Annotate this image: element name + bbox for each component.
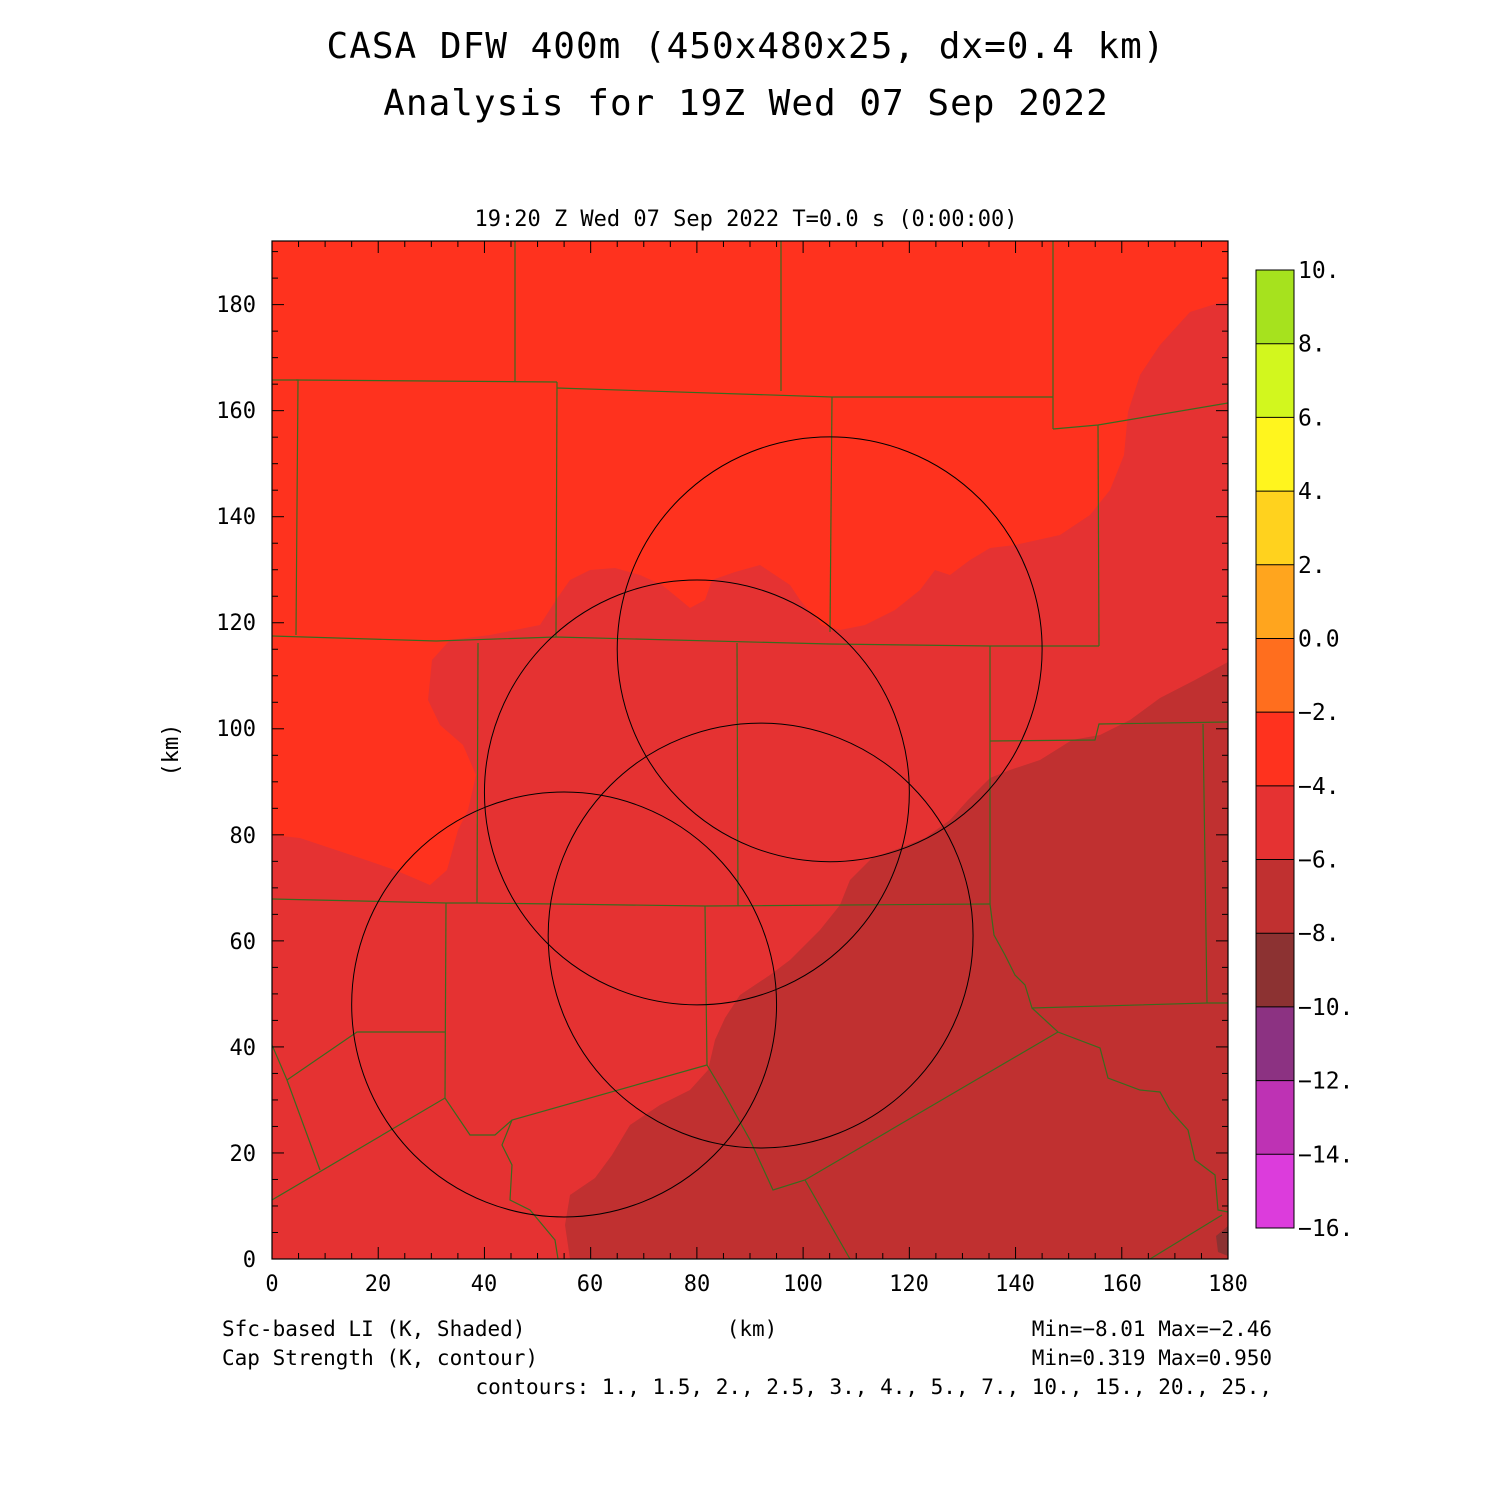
colorbar: 10. 8. 6. 4. 2. 0.0 −2. −4. −6. −8. −10. −12. −14. −1… xyxy=(1255,258,1353,1242)
colorbar-swatch xyxy=(1256,933,1294,1008)
axis-ticks xyxy=(271,241,1229,1260)
colorbar-swatch xyxy=(1256,859,1294,934)
valid-time-subtitle: 19:20 Z Wed 07 Sep 2022 T=0.0 s (0:00:00… xyxy=(474,207,1017,232)
county-boundaries xyxy=(272,241,1228,1259)
colorbar-label: −12. xyxy=(1298,1069,1353,1095)
colorbar-label: 8. xyxy=(1298,332,1326,358)
x-tick-label: 0 xyxy=(265,1272,278,1297)
x-tick-label: 140 xyxy=(995,1272,1035,1297)
plot-area xyxy=(271,240,1229,1260)
colorbar-label: −10. xyxy=(1298,995,1353,1021)
colorbar-swatch xyxy=(1256,638,1294,713)
colorbar-label: 6. xyxy=(1298,405,1326,431)
colorbar-swatch xyxy=(1256,270,1294,345)
colorbar-label: 0.0 xyxy=(1298,626,1340,652)
x-tick-label: 100 xyxy=(783,1272,823,1297)
x-tick-label: 60 xyxy=(577,1272,604,1297)
x-axis-tick-labels: 0 20 40 60 80 100 120 140 160 180 xyxy=(265,1272,1248,1297)
x-tick-label: 80 xyxy=(684,1272,711,1297)
radar-coverage-rings xyxy=(351,436,1043,1218)
x-tick-label: 40 xyxy=(471,1272,498,1297)
colorbar-label: −14. xyxy=(1298,1142,1353,1168)
colorbar-swatch xyxy=(1256,785,1294,861)
x-tick-label: 160 xyxy=(1102,1272,1142,1297)
li-shading-minus6-to-minus8 xyxy=(565,662,1228,1259)
y-tick-label: 40 xyxy=(230,1036,257,1061)
y-tick-label: 180 xyxy=(216,293,256,318)
colorbar-swatch xyxy=(1256,343,1294,418)
x-axis-label: (km) xyxy=(727,1317,778,1341)
x-tick-label: 180 xyxy=(1208,1272,1248,1297)
radar-ring xyxy=(351,791,778,1218)
y-tick-label: 20 xyxy=(230,1142,257,1167)
y-tick-label: 120 xyxy=(216,611,256,636)
colorbar-swatch xyxy=(1256,417,1294,492)
colorbar-swatch xyxy=(1256,1080,1294,1155)
colorbar-label: −6. xyxy=(1298,848,1340,874)
y-axis-label: (km) xyxy=(159,724,184,777)
colorbar-label: −16. xyxy=(1298,1216,1353,1242)
y-tick-label: 60 xyxy=(230,930,257,955)
main-title-line1: CASA DFW 400m (450x480x25, dx=0.4 km) xyxy=(327,26,1166,67)
colorbar-swatch xyxy=(1256,1154,1294,1229)
contour-levels: contours: 1., 1.5, 2., 2.5, 3., 4., 5., … xyxy=(475,1375,1272,1399)
shaded-field-label: Sfc-based LI (K, Shaded) xyxy=(222,1317,525,1341)
colorbar-label: 10. xyxy=(1298,258,1340,284)
colorbar-swatch xyxy=(1256,564,1294,639)
colorbar-swatch xyxy=(1256,491,1294,566)
colorbar-label: −2. xyxy=(1298,700,1340,726)
y-tick-label: 0 xyxy=(243,1248,256,1273)
y-tick-label: 140 xyxy=(216,505,256,530)
colorbar-label: −4. xyxy=(1298,774,1340,800)
colorbar-label: 4. xyxy=(1298,479,1326,505)
radar-ring xyxy=(616,436,1043,863)
x-tick-label: 120 xyxy=(889,1272,929,1297)
colorbar-swatch xyxy=(1256,712,1294,787)
x-tick-label: 20 xyxy=(365,1272,392,1297)
y-axis-tick-labels: 0 20 40 60 80 100 120 140 160 180 xyxy=(216,293,256,1273)
y-tick-label: 160 xyxy=(216,399,256,424)
shaded-min-max: Min=−8.01 Max=−2.46 xyxy=(1032,1317,1272,1341)
radar-ring xyxy=(547,722,974,1149)
radar-ring xyxy=(483,579,910,1006)
y-tick-label: 100 xyxy=(216,717,256,742)
li-shading-minus8-spot xyxy=(1216,1226,1228,1256)
y-tick-label: 80 xyxy=(230,824,257,849)
colorbar-label: −8. xyxy=(1298,921,1340,947)
contour-field-label: Cap Strength (K, contour) xyxy=(222,1346,538,1370)
colorbar-swatch xyxy=(1256,1006,1294,1082)
main-title-line2: Analysis for 19Z Wed 07 Sep 2022 xyxy=(383,83,1109,124)
contour-min-max: Min=0.319 Max=0.950 xyxy=(1032,1346,1272,1370)
colorbar-label: 2. xyxy=(1298,553,1326,579)
